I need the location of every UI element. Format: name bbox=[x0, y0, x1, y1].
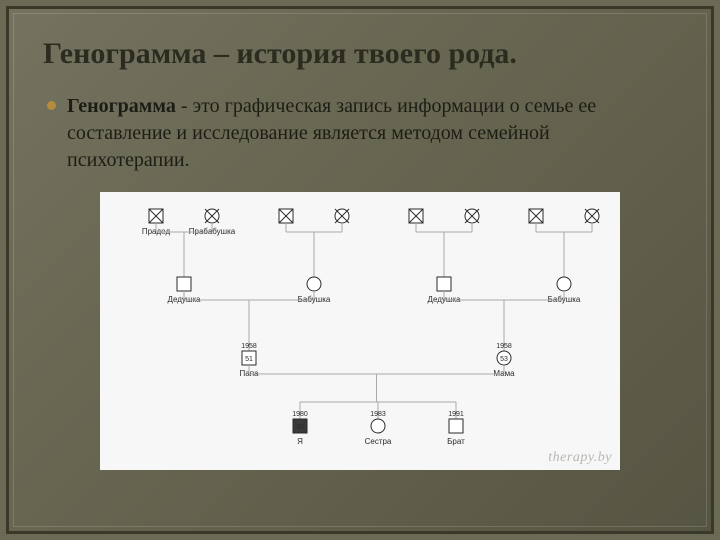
bullet-icon bbox=[47, 101, 56, 110]
svg-text:1958: 1958 bbox=[241, 343, 257, 350]
svg-text:1980: 1980 bbox=[292, 411, 308, 418]
svg-text:1983: 1983 bbox=[370, 411, 386, 418]
svg-text:53: 53 bbox=[500, 356, 508, 363]
genogram-svg: ПрадедПрабабушкаДедушкаБабушкаДедушкаБаб… bbox=[100, 192, 620, 470]
svg-text:Сестра: Сестра bbox=[365, 437, 392, 446]
svg-text:51: 51 bbox=[245, 356, 253, 363]
watermark: therapy.by bbox=[548, 450, 612, 466]
page-title: Генограмма – история твоего рода. bbox=[43, 37, 677, 71]
svg-text:1958: 1958 bbox=[496, 343, 512, 350]
svg-text:30: 30 bbox=[296, 424, 304, 431]
svg-text:Брат: Брат bbox=[447, 437, 465, 446]
genogram-diagram: ПрадедПрабабушкаДедушкаБабушкаДедушкаБаб… bbox=[100, 192, 620, 470]
svg-text:Я: Я bbox=[297, 437, 303, 446]
definition-paragraph: Генограмма - это графическая запись инфо… bbox=[43, 93, 677, 174]
svg-text:1991: 1991 bbox=[448, 411, 464, 418]
term: Генограмма bbox=[67, 95, 176, 117]
